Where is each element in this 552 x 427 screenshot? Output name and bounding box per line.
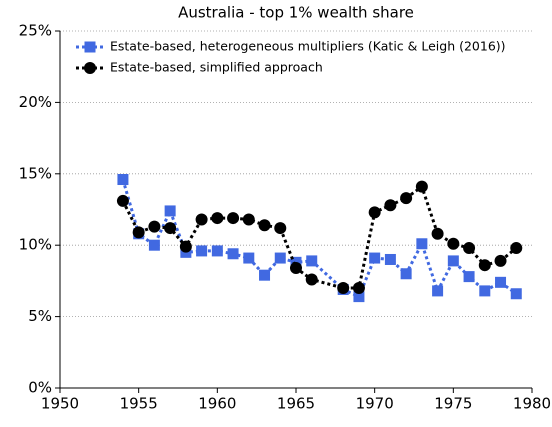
data-point	[211, 245, 223, 257]
data-point	[510, 242, 523, 255]
data-point	[179, 240, 192, 253]
data-point	[305, 273, 318, 286]
data-point	[196, 245, 208, 257]
x-tick-label: 1960	[198, 395, 236, 413]
x-tick-label: 1965	[277, 395, 315, 413]
y-tick-label: 15%	[19, 164, 52, 182]
data-point	[132, 226, 145, 239]
data-point	[494, 254, 507, 267]
data-point	[432, 285, 444, 297]
legend-label: Estate-based, heterogeneous multipliers …	[110, 39, 506, 54]
data-point	[353, 291, 365, 303]
data-point	[242, 213, 255, 226]
data-point	[337, 282, 350, 295]
data-point	[478, 259, 491, 272]
data-point	[400, 268, 412, 280]
data-point	[352, 282, 365, 295]
data-point	[148, 239, 160, 251]
legend-label: Estate-based, simplified approach	[110, 60, 323, 75]
data-point	[447, 237, 460, 250]
legend-marker	[84, 62, 96, 74]
data-point	[495, 276, 507, 288]
x-tick-label: 1975	[434, 395, 472, 413]
data-point	[306, 255, 318, 267]
data-point	[369, 252, 381, 264]
data-point	[274, 222, 287, 235]
chart-title: Australia - top 1% wealth share	[178, 4, 414, 22]
data-point	[243, 252, 255, 264]
data-point	[164, 205, 176, 217]
data-point	[431, 227, 444, 240]
data-point	[479, 285, 491, 297]
y-tick-label: 20%	[19, 93, 52, 111]
legend-marker	[84, 41, 96, 53]
data-point	[416, 238, 428, 250]
y-tick-label: 5%	[28, 307, 52, 325]
data-point	[164, 222, 177, 235]
data-point	[227, 212, 240, 225]
y-tick-label: 25%	[19, 22, 52, 40]
data-point	[274, 252, 286, 264]
data-point	[290, 262, 302, 275]
data-point	[400, 192, 413, 205]
data-point	[117, 174, 129, 186]
x-tick-label: 1970	[356, 395, 394, 413]
x-tick-label: 1955	[120, 395, 158, 413]
y-tick-label: 10%	[19, 236, 52, 254]
data-point	[258, 219, 271, 232]
series-line	[121, 179, 518, 299]
data-point	[463, 242, 476, 255]
data-point	[211, 212, 224, 225]
y-tick-label: 0%	[28, 379, 52, 397]
data-point	[463, 271, 475, 283]
x-tick-label: 1950	[41, 395, 79, 413]
x-tick-label: 1980	[513, 395, 551, 413]
data-point	[510, 288, 522, 300]
data-point	[368, 206, 381, 219]
data-point	[384, 253, 396, 265]
data-point	[447, 255, 459, 267]
data-point	[195, 213, 208, 226]
data-point	[116, 194, 129, 207]
data-point	[227, 248, 239, 260]
data-point	[384, 199, 397, 212]
data-point	[259, 269, 271, 281]
series-line	[121, 184, 518, 290]
data-point	[148, 220, 161, 233]
data-point	[415, 180, 428, 193]
